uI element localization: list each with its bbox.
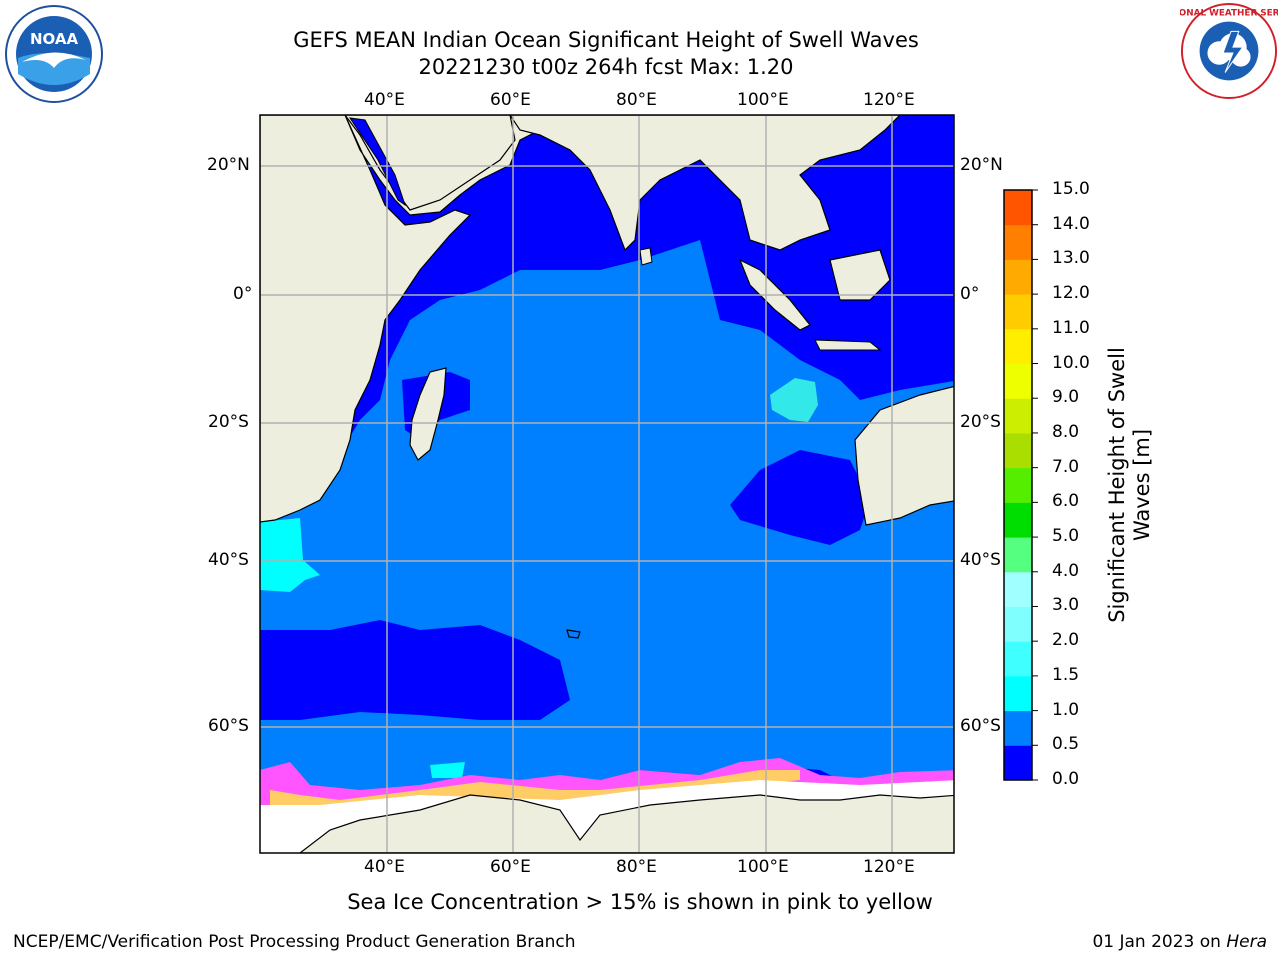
map-frame [259, 114, 955, 854]
colorbar-tick-label: 4.0 [1052, 560, 1080, 581]
footer-date: 01 Jan 2023 on Hera [1092, 932, 1267, 952]
colorbar-tick-label: 11.0 [1052, 317, 1090, 338]
lon-label-top-60e: 60°E [490, 90, 531, 110]
colorbar-tick-label: 8.0 [1052, 421, 1080, 442]
colorbar-title: Significant Height of Swell Waves [m] [1105, 347, 1155, 623]
high-swell-south [430, 762, 465, 778]
java [814, 339, 882, 351]
colorbar-band [1004, 363, 1032, 399]
colorbar-tick-label: 5.0 [1052, 526, 1080, 547]
lat-label-left-40s: 40°S [208, 550, 249, 570]
asia-landmass [509, 115, 901, 252]
colorbar-tick-label: 6.0 [1052, 491, 1080, 512]
high-swell-central [770, 378, 818, 422]
colorbar-frame [1003, 189, 1033, 781]
colorbar-band [1004, 745, 1032, 781]
colorbar-band [1004, 190, 1032, 226]
kerguelen-island [566, 629, 581, 639]
colorbar [1003, 189, 1038, 781]
colorbar-band [1004, 710, 1032, 746]
colorbar-tick-label: 14.0 [1052, 213, 1090, 234]
madagascar [409, 367, 447, 461]
lon-label-top-120e: 120°E [863, 90, 915, 110]
lon-label-top-100e: 100°E [737, 90, 789, 110]
low-swell-west-australia [730, 450, 870, 545]
colorbar-band [1004, 675, 1032, 712]
colorbar-tick-label: 1.5 [1052, 664, 1080, 685]
sri-lanka [639, 247, 653, 266]
colorbar-band [1004, 224, 1032, 260]
colorbar-band [1004, 606, 1032, 642]
high-swell-southwest [260, 518, 320, 592]
colorbar-tick-label: 1.0 [1052, 699, 1080, 720]
borneo [829, 249, 891, 301]
low-swell-southwest [260, 620, 570, 720]
lon-label-bottom-40e: 40°E [364, 857, 405, 877]
nws-logo: NATIONAL WEATHER SERVICE [1180, 2, 1278, 100]
colorbar-tick-label: 0.5 [1052, 734, 1080, 755]
colorbar-band [1004, 537, 1032, 573]
colorbar-band [1004, 432, 1032, 469]
lat-label-left-0: 0° [233, 284, 253, 304]
colorbar-band [1004, 398, 1032, 434]
colorbar-band [1004, 467, 1032, 503]
lat-label-right-20s: 20°S [960, 412, 1001, 432]
svg-text:NOAA: NOAA [30, 30, 79, 48]
lat-label-right-40s: 40°S [960, 550, 1001, 570]
colorbar-band [1004, 328, 1032, 365]
australia [854, 385, 954, 526]
lon-label-top-80e: 80°E [616, 90, 657, 110]
lat-label-left-20s: 20°S [208, 412, 249, 432]
gridlines [260, 115, 954, 853]
colorbar-tick-label: 0.0 [1052, 769, 1080, 789]
sea-ice-caption: Sea Ice Concentration > 15% is shown in … [347, 890, 933, 914]
lon-label-bottom-120e: 120°E [863, 857, 915, 877]
svg-text:NATIONAL WEATHER SERVICE: NATIONAL WEATHER SERVICE [1180, 9, 1278, 19]
colorbar-band [1004, 641, 1032, 677]
lon-label-bottom-100e: 100°E [737, 857, 789, 877]
colorbar-tick-label: 10.0 [1052, 352, 1090, 373]
colorbar-band [1004, 294, 1032, 330]
colorbar-tick-label: 3.0 [1052, 595, 1080, 616]
colorbar-band [1004, 502, 1032, 538]
colorbar-tick-label: 2.0 [1052, 630, 1080, 651]
antarctica-landmass [299, 794, 954, 853]
lat-label-right-60s: 60°S [960, 716, 1001, 736]
lon-label-bottom-60e: 60°E [490, 857, 531, 877]
colorbar-tick-label: 15.0 [1052, 179, 1090, 199]
lon-label-bottom-80e: 80°E [616, 857, 657, 877]
footer-credit: NCEP/EMC/Verification Post Processing Pr… [13, 932, 576, 952]
lat-label-right-20n: 20°N [960, 155, 1003, 175]
red-sea [348, 117, 406, 207]
colorbar-tick-label: 12.0 [1052, 283, 1090, 304]
map-subtitle: 20221230 t00z 264h fcst Max: 1.20 [418, 55, 794, 79]
footer-host: Hera [1226, 932, 1267, 952]
colorbar-tick-label: 7.0 [1052, 456, 1080, 477]
colorbar-band [1004, 571, 1032, 607]
colorbar-title-line1: Significant Height of Swell [1105, 347, 1129, 623]
lat-label-left-20n: 20°N [207, 155, 250, 175]
noaa-logo: NOAA [5, 5, 103, 103]
map-title: GEFS MEAN Indian Ocean Significant Heigh… [293, 28, 919, 52]
footer-date-text: 01 Jan 2023 on [1092, 932, 1227, 952]
colorbar-band [1004, 259, 1032, 295]
lon-label-top-40e: 40°E [364, 90, 405, 110]
lat-label-left-60s: 60°S [208, 716, 249, 736]
lat-label-right-0: 0° [960, 284, 980, 304]
colorbar-title-line2: Waves [m] [1130, 428, 1154, 542]
colorbar-tick-label: 9.0 [1052, 387, 1080, 408]
colorbar-tick-label: 13.0 [1052, 248, 1090, 269]
